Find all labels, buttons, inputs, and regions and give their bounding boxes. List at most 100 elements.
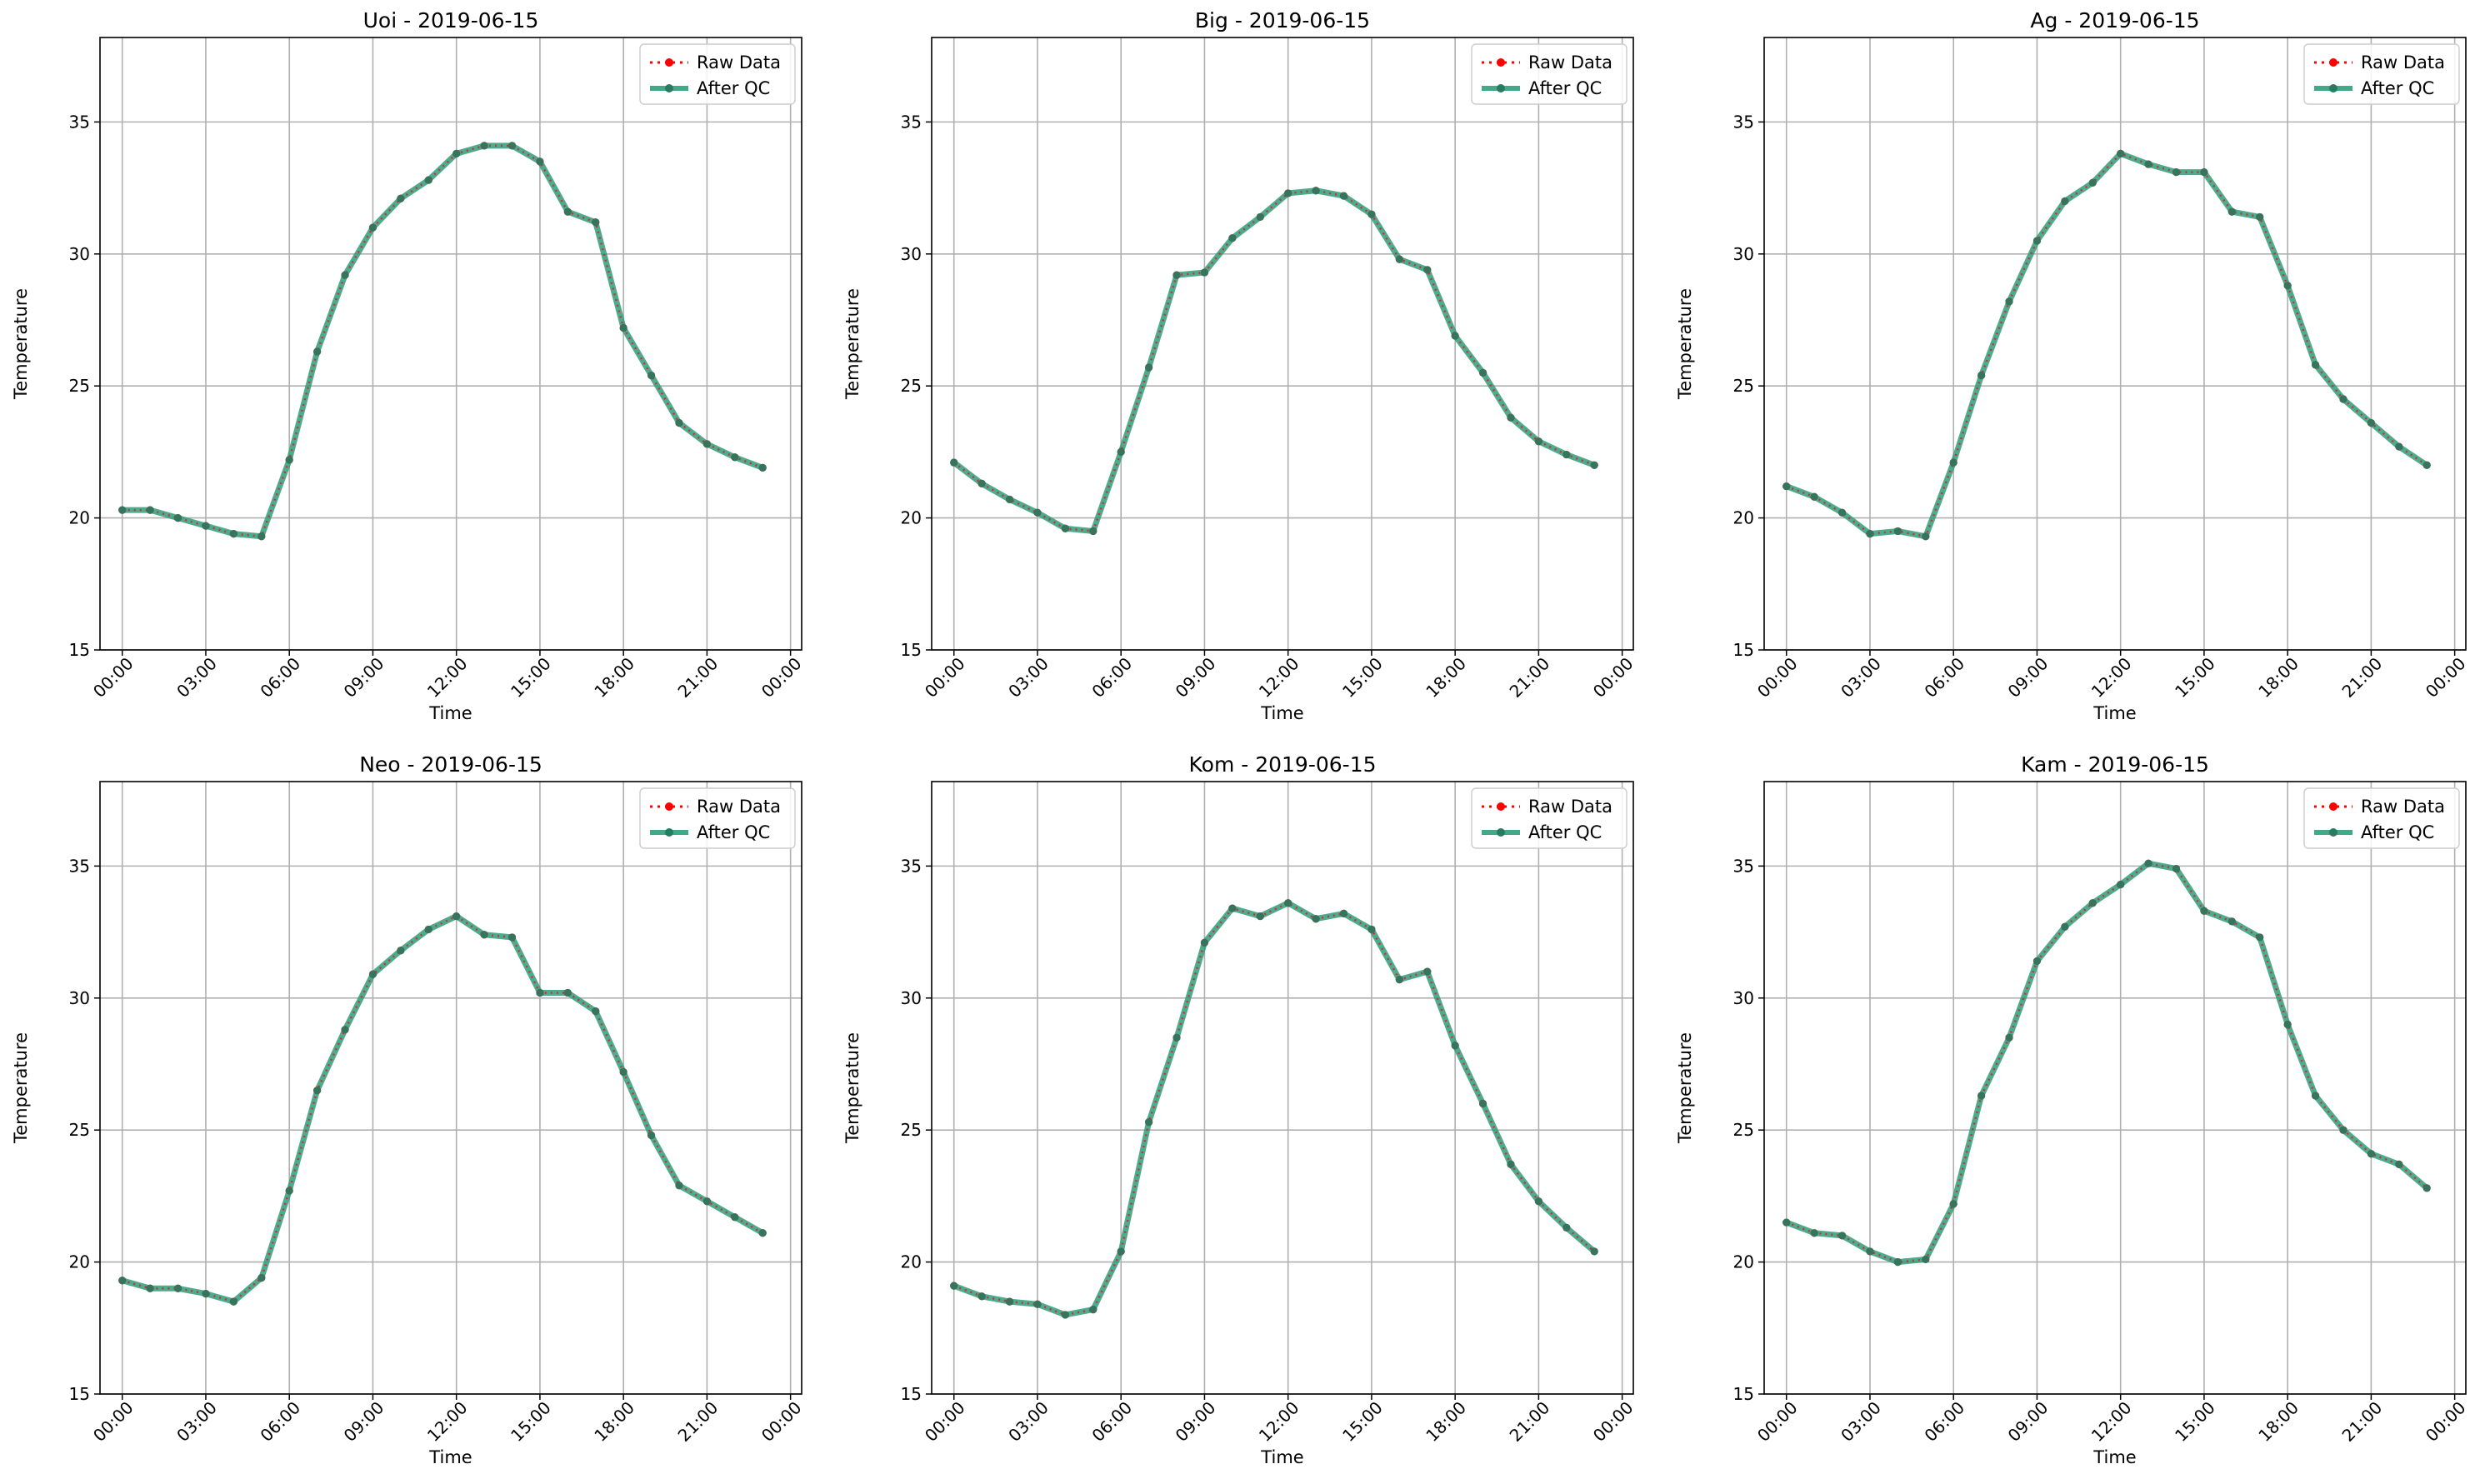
after-qc-point [2061, 197, 2069, 206]
after-qc-point [1423, 967, 1432, 976]
x-tick-label: 06:00 [256, 1397, 304, 1446]
after-qc-point [202, 522, 210, 530]
after-qc-point [2422, 1184, 2431, 1192]
subplot-4: 00:00 03:00 06:00 09:00 12:00 15:00 18:00 21:00… [11, 752, 806, 1467]
y-axis-label: Temperature [11, 288, 31, 400]
after-qc-point [1172, 1033, 1181, 1042]
after-qc-point [1534, 437, 1542, 446]
y-tick-label: 25 [1733, 1120, 1754, 1140]
x-tick-label: 03:00 [1004, 653, 1052, 702]
y-tick-label: 15 [901, 1384, 922, 1404]
after-qc-point [563, 207, 572, 216]
x-tick-label: 00:00 [89, 653, 138, 702]
legend-marker-raw-data [1497, 802, 1505, 811]
after-qc-point [368, 970, 378, 978]
series-line-raw-data [1786, 152, 2428, 538]
after-qc-point [1562, 450, 1571, 459]
after-qc-point [1228, 904, 1237, 912]
after-qc-point [536, 157, 544, 166]
after-qc-point [1590, 1247, 1598, 1256]
after-qc-point [285, 1187, 293, 1195]
x-tick-label: 06:00 [1920, 653, 1968, 702]
legend: Raw Data After QC [2303, 787, 2460, 849]
after-qc-point [1838, 508, 1847, 517]
after-qc-point [647, 371, 656, 380]
x-axis-label: Time [428, 703, 472, 723]
y-axis-label: Temperature [11, 1032, 31, 1144]
legend-label-raw-data: Raw Data [697, 797, 781, 817]
after-qc-point [424, 925, 432, 934]
after-qc-point [2144, 160, 2152, 168]
after-qc-point [1507, 413, 1515, 422]
after-qc-point [229, 1297, 238, 1306]
y-tick-label: 30 [69, 988, 90, 1008]
x-axis-label: Time [1260, 703, 1303, 723]
after-qc-point [2395, 1160, 2403, 1168]
x-tick-label: 15:00 [1338, 1397, 1387, 1446]
after-qc-point [452, 912, 461, 921]
after-qc-point [731, 453, 739, 462]
after-qc-point [1256, 212, 1264, 222]
after-qc-point [2172, 864, 2181, 873]
x-tick-label: 09:00 [340, 653, 388, 702]
x-tick-label: 03:00 [1837, 1397, 1885, 1446]
after-qc-point [1782, 482, 1791, 491]
x-tick-label: 21:00 [1506, 653, 1554, 702]
after-qc-point [1061, 524, 1069, 532]
after-qc-point [702, 1197, 711, 1206]
y-tick-label: 25 [901, 1120, 922, 1140]
legend-marker-raw-data [1497, 58, 1505, 67]
series-line-raw-data [952, 189, 1595, 532]
x-tick-label: 00:00 [2422, 1397, 2470, 1446]
after-qc-point [1145, 1118, 1153, 1127]
after-qc-point [1562, 1223, 1571, 1232]
x-tick-label: 09:00 [2004, 653, 2052, 702]
after-qc-point [452, 149, 461, 157]
series-line-raw-data [122, 144, 763, 538]
y-tick-label: 20 [1733, 508, 1754, 528]
after-qc-point [1423, 266, 1432, 274]
after-qc-point [563, 988, 572, 997]
legend-label-raw-data: Raw Data [2361, 52, 2445, 72]
x-tick-label: 03:00 [1837, 653, 1885, 702]
series-line-after-qc [121, 913, 764, 1305]
after-qc-point [1145, 363, 1153, 372]
legend-label-raw-data: Raw Data [697, 52, 781, 72]
x-axis-label: Time [2092, 703, 2136, 723]
legend-label-after-qc: After QC [697, 78, 770, 98]
after-qc-point [2200, 167, 2208, 177]
y-tick-label: 35 [69, 856, 90, 876]
after-qc-point [1339, 909, 1348, 918]
series-line-after-qc [952, 187, 1596, 534]
after-qc-point [1922, 532, 1930, 541]
after-qc-point [1368, 925, 1376, 934]
legend-label-raw-data: Raw Data [1528, 797, 1612, 817]
after-qc-point [2311, 1092, 2320, 1100]
after-qc-point [2283, 282, 2292, 290]
after-qc-point [1978, 371, 1986, 380]
after-qc-point [146, 1284, 154, 1292]
after-qc-point [2061, 922, 2069, 931]
after-qc-point [1284, 899, 1292, 907]
after-qc-point [480, 931, 488, 939]
after-qc-point [480, 142, 488, 150]
y-tick-label: 25 [69, 1120, 90, 1140]
after-qc-point [1172, 271, 1181, 279]
after-qc-point [1061, 1311, 1069, 1319]
after-qc-point [146, 506, 154, 514]
series-line-after-qc [122, 142, 764, 540]
x-tick-label: 00:00 [2422, 653, 2470, 702]
after-qc-point [2339, 395, 2348, 403]
after-qc-point [1284, 189, 1292, 197]
x-tick-label: 21:00 [674, 1397, 722, 1446]
after-qc-point [1117, 447, 1125, 456]
after-qc-point [1339, 192, 1348, 200]
x-tick-label: 18:00 [1422, 1397, 1470, 1446]
legend-label-raw-data: Raw Data [2361, 797, 2445, 817]
after-qc-point [313, 1087, 322, 1095]
after-qc-point [285, 456, 293, 464]
after-qc-point [229, 530, 238, 538]
subplot-title: Ag - 2019-06-15 [2030, 8, 2199, 32]
after-qc-point [173, 1284, 182, 1292]
legend-marker-raw-data [665, 58, 673, 67]
